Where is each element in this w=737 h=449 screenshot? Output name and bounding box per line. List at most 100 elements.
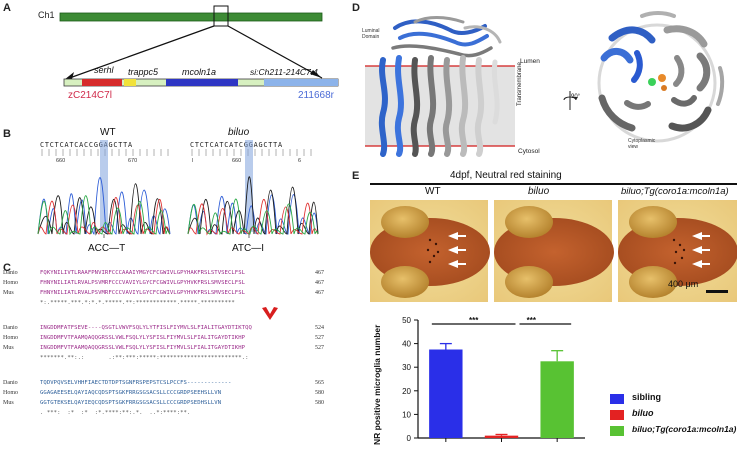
wt-title: WT [100, 127, 116, 138]
biluo-pos-left: l [192, 158, 194, 164]
scale-bar [706, 290, 728, 293]
c2-consensus: *******.**:.: .:**:***:*****:***********… [40, 355, 249, 361]
zoom-line-right [227, 25, 323, 79]
biluo-title: biluo [228, 127, 250, 138]
c3-species-mus: Mus [3, 400, 14, 406]
c3-num-danio: 565 [315, 380, 324, 386]
legend-swatch-sibling [610, 394, 624, 404]
biluo-pos-center: 660 [232, 158, 242, 164]
c1-seq-danio: FQKYNILIVTLRAAFPNVIRFCCCAAAIYMGYCFCGWIVL… [40, 270, 246, 276]
c1-seq-mus: FHNYNILIATLRVALPSVMRFCCCVAVIYLGYCFCGWIVL… [40, 290, 246, 296]
img-label-rescue: biluo;Tg(coro1a:mcoln1a) [621, 186, 729, 197]
wt-highlight [100, 140, 108, 232]
right-marker-label: 211668r [298, 90, 334, 101]
gene-mcoln1a-label: mcoln1a [182, 67, 217, 77]
y-tick-label-2: 20 [402, 387, 411, 396]
c3-seq-homo: GGAGAEESELQAYIAQCQDSPTSGKFRRGSGSACSLLCCC… [40, 390, 222, 396]
gene-trappc5-label: trappc5 [128, 67, 159, 77]
biluo-highlight [245, 140, 253, 232]
wt-pos-right: 670 [128, 158, 138, 164]
c1-num-homo: 467 [315, 280, 324, 286]
legend-swatch-rescue [610, 426, 624, 436]
bar-1 [484, 435, 519, 438]
rotation-arrow [563, 91, 578, 110]
c2-seq-danio: INGDDMFATFSEVE----QSGTLVWVFSQLYLYTFISLFI… [40, 325, 252, 331]
c3-num-homo: 580 [315, 390, 324, 396]
y-tick-label-4: 40 [402, 340, 411, 349]
c3-seq-danio: TQDVPQVSELVHHFIAECTDTDPTSGNFRSPEPSTCSLPC… [40, 380, 232, 386]
sig-label-right: *** [527, 316, 537, 325]
c1-species-danio: Danio [3, 270, 18, 276]
c2-seq-homo: INGDDMFVTFAAMQAQQGRSSLVWLFSQLYLYSFISLFIY… [40, 335, 246, 341]
tm-helices [378, 55, 500, 157]
c3-species-homo: Homo [3, 390, 18, 396]
y-tick-label-3: 30 [402, 363, 411, 372]
larva-images [370, 200, 737, 302]
wt-traces [37, 177, 171, 236]
cytosol-label: Cytosol [518, 148, 540, 155]
c2-num-homo: 527 [315, 335, 324, 341]
c2-species-mus: Mus [3, 345, 14, 351]
sig-label-left: *** [469, 316, 479, 325]
chromosome-label: Ch1 [38, 10, 55, 20]
gene-trappc5-bar [124, 79, 136, 86]
zoom-box [213, 5, 229, 27]
c3-seq-mus: GGTGTEKSELQAYIEQCQDSPTSGKFRRGSGSACSLLCCC… [40, 400, 222, 406]
larva-image-wt [370, 200, 490, 302]
protein-structure-side [365, 16, 515, 157]
pore-ion-orange [658, 74, 666, 82]
left-marker-label: zC214C7l [68, 90, 112, 101]
y-tick-label-5: 50 [402, 316, 411, 325]
larva-image-rescue [618, 200, 737, 302]
protein-structure-top [597, 11, 725, 143]
c2-species-homo: Homo [3, 335, 18, 341]
c1-species-mus: Mus [3, 290, 14, 296]
biluo-codon-change: ATC—I [232, 243, 265, 254]
cytoplasmic-view-label: Cytoplasmic view [628, 138, 656, 150]
zoom-arrow-left [64, 72, 74, 80]
panel-a-letter: A [3, 2, 11, 14]
zoom-arrow-right [310, 70, 322, 78]
legend-swatch-biluo [610, 410, 624, 420]
scale-bar-label: 400 μm [668, 279, 699, 289]
c3-consensus: . ***: :* :* :*.****:**:.*. ..*:****:**. [40, 410, 191, 416]
c1-num-mus: 467 [315, 290, 324, 296]
bar-0 [429, 349, 463, 438]
panel-e-title: 4dpf, Neutral red staining [450, 170, 562, 181]
gene-si-label: si:Ch211-214C7.4 [250, 67, 318, 77]
legend-label-sibling: sibling [632, 392, 661, 402]
y-tick-label-1: 10 [402, 410, 411, 419]
pore-ion-green [648, 78, 656, 86]
chromatograms [37, 140, 319, 238]
c1-species-homo: Homo [3, 280, 18, 286]
c2-num-mus: 527 [315, 345, 324, 351]
tetramer [597, 11, 725, 143]
biluo-traces [187, 176, 319, 236]
panel-e-letter: E [352, 170, 360, 182]
gene-serhl-bar [82, 79, 122, 86]
mutation-arrow [262, 307, 278, 320]
c1-seq-homo: FHNYNILIATLRVALPSVMRFCCCVAVIYLGYCFCGWIVL… [40, 280, 246, 286]
img-label-wt: WT [425, 186, 441, 197]
luminal-domain [391, 16, 502, 58]
biluo-pos-right: 6 [298, 158, 302, 164]
gene-serhl-label: serhl [94, 65, 114, 75]
panel-d-letter: D [352, 2, 360, 14]
luminal-domain-label: Luminal Domain [362, 28, 380, 40]
c3-species-danio: Danio [3, 380, 18, 386]
wt-sequence: CTCTCATCACCGGAGCTTA [40, 141, 133, 149]
img-label-biluo: biluo [528, 186, 550, 197]
c3-num-mus: 580 [315, 400, 324, 406]
c2-species-danio: Danio [3, 325, 18, 331]
panel-a-diagram [59, 5, 339, 87]
panel-c-letter: C [3, 262, 11, 274]
wt-codon-change: ACC—T [88, 243, 126, 254]
wt-pos-left: 660 [56, 158, 66, 164]
bar-2 [540, 361, 574, 438]
biluo-sequence: CTCTCATCATCGGAGCTTA [190, 141, 283, 149]
c1-num-danio: 467 [315, 270, 324, 276]
legend-label-biluo: biluo [632, 408, 654, 418]
bar-chart: 0 10 20 30 40 50 *** *** [402, 316, 585, 443]
c2-num-danio: 524 [315, 325, 324, 331]
transmembrane-label: Transmembrane [517, 62, 523, 106]
